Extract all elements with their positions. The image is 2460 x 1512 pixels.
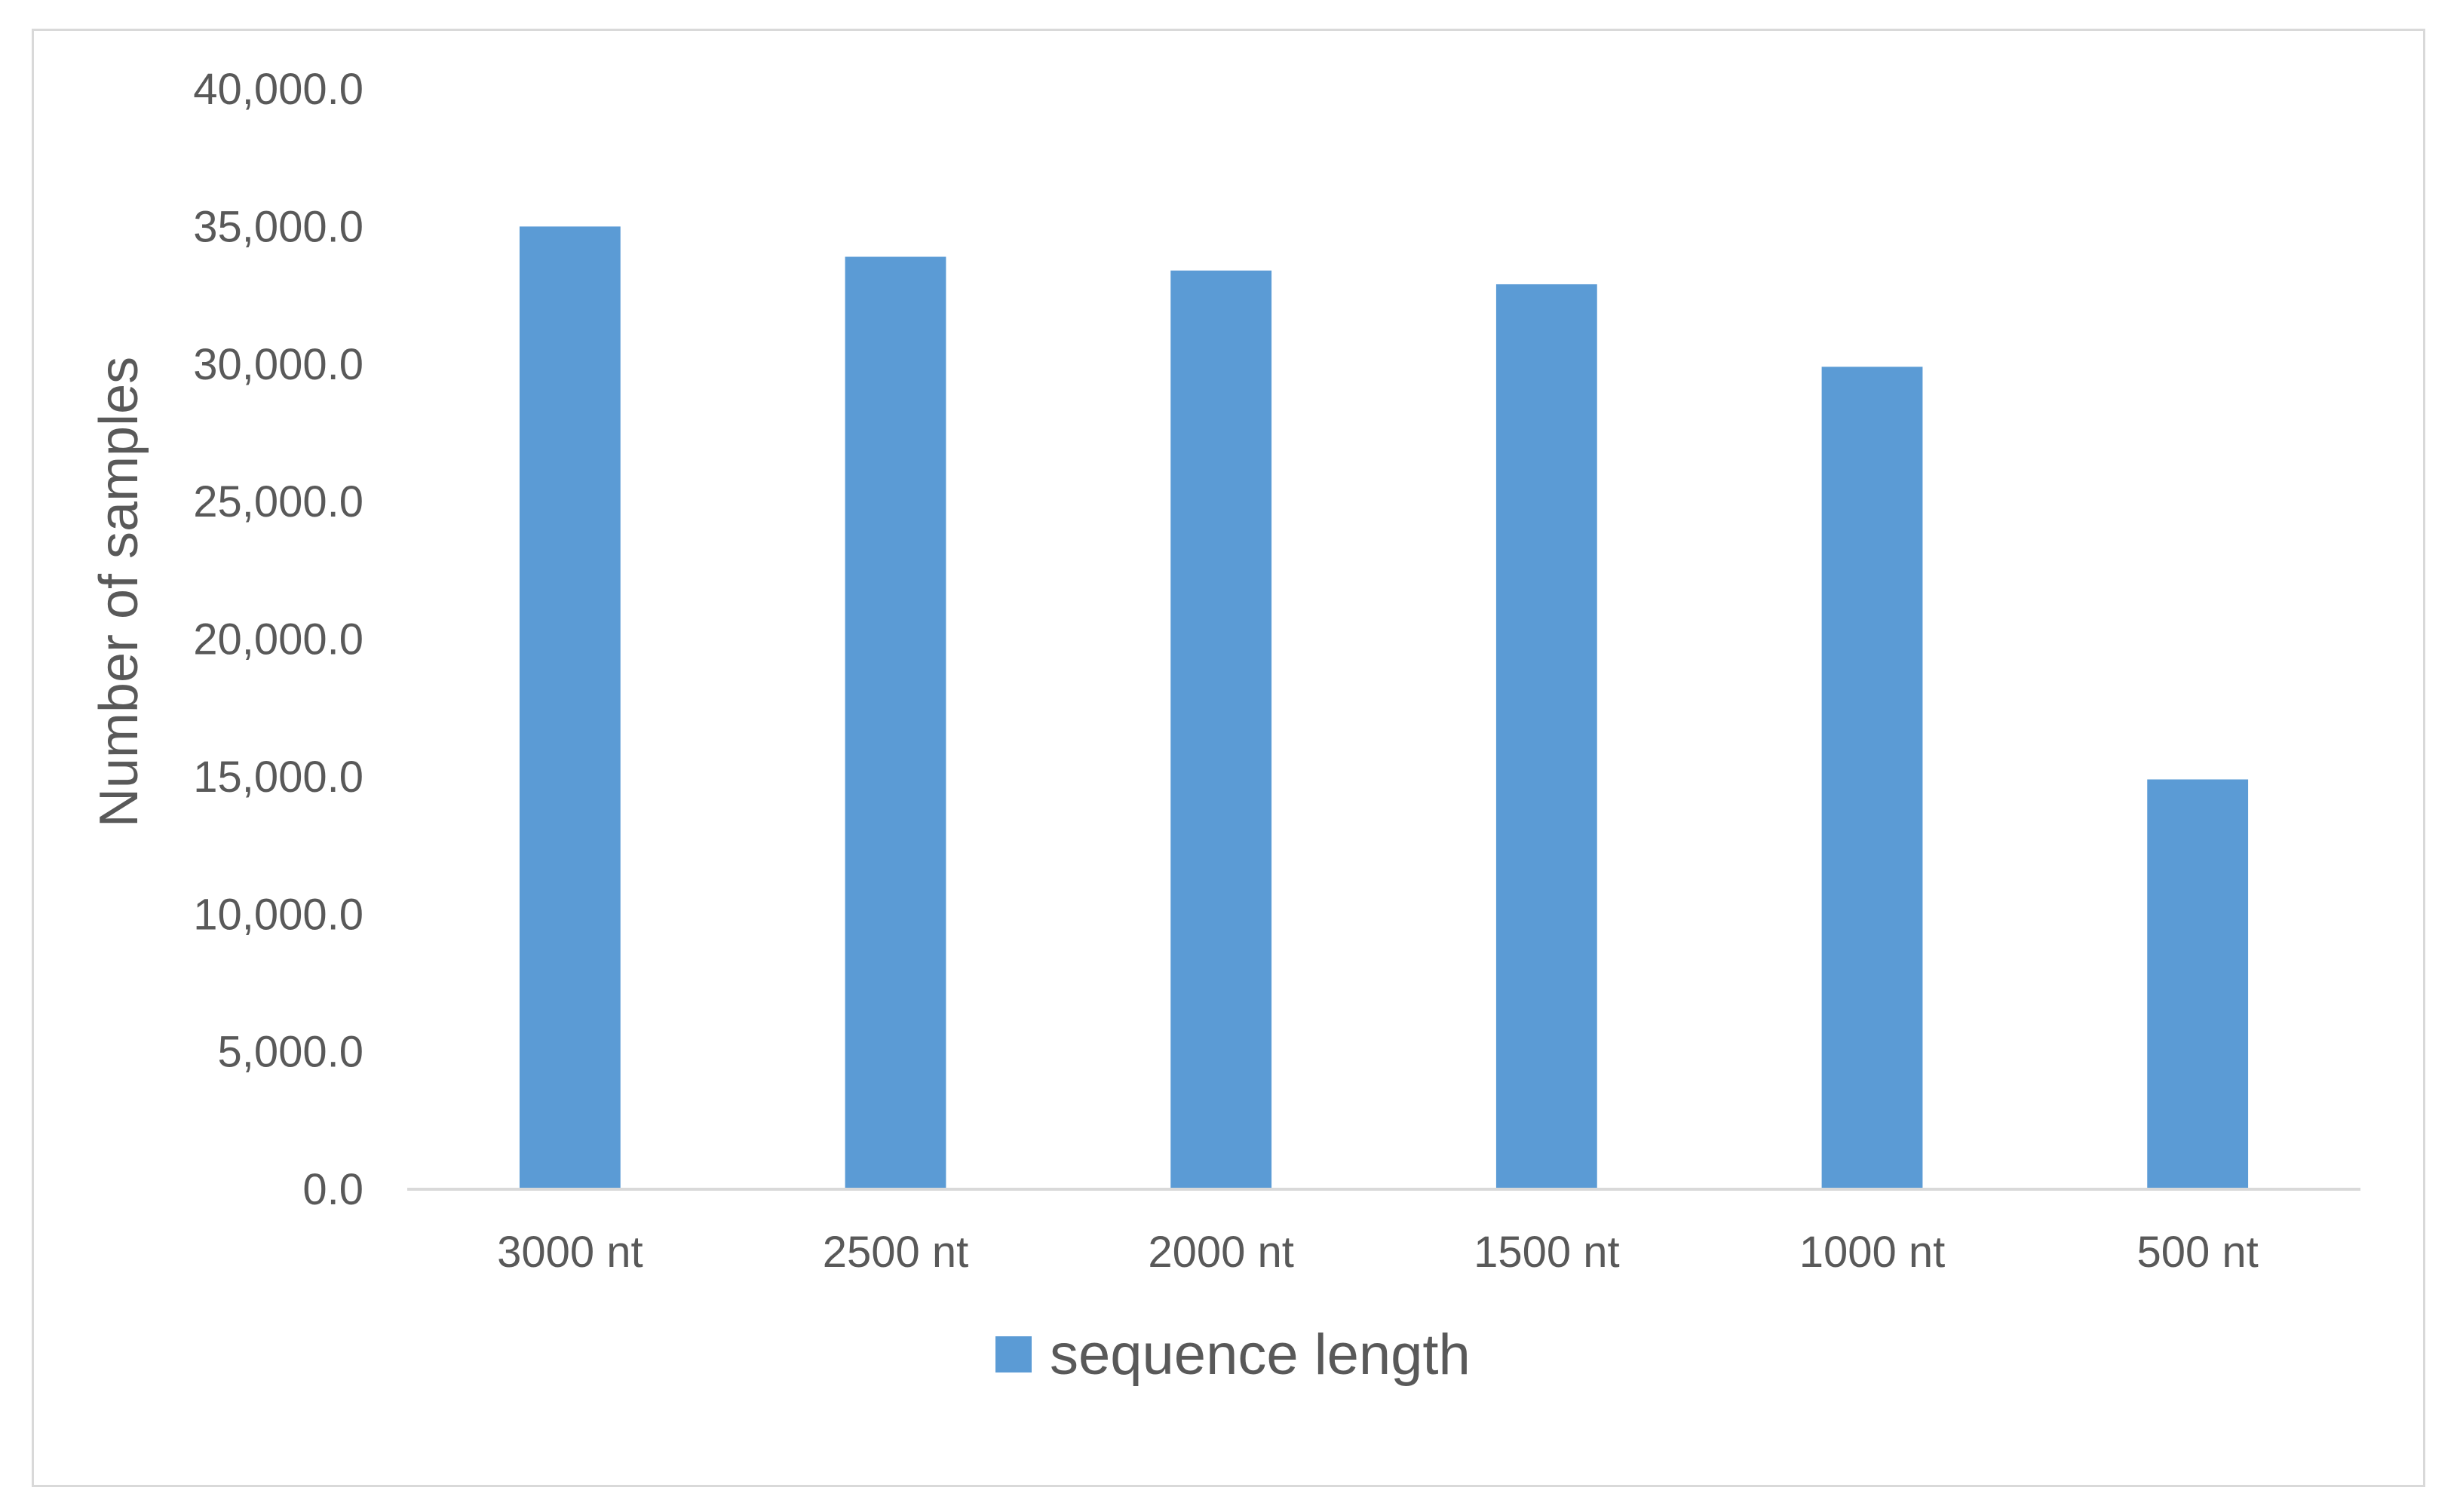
x-tick-label: 2000 nt [1148,1228,1294,1277]
y-tick-label: 15,000.0 [193,753,363,802]
bars [519,226,2249,1190]
bar [519,226,621,1189]
x-tick-label: 1000 nt [1799,1228,1946,1277]
y-tick-label: 25,000.0 [193,477,363,526]
y-axis-title: Number of samples [89,357,149,827]
bar [1821,366,1923,1190]
legend-label: sequence length [1050,1323,1471,1387]
y-axis-ticks: 0.0 5,000.0 10,000.0 15,000.0 20,000.0 25,000… [193,65,363,1214]
y-tick-label: 40,000.0 [193,65,363,114]
y-tick-label: 35,000.0 [193,202,363,251]
bar [1495,284,1597,1189]
x-tick-label: 500 nt [2137,1228,2259,1277]
bar [1170,270,1272,1189]
y-tick-label: 5,000.0 [217,1028,363,1077]
legend: sequence length [995,1323,1471,1387]
x-axis-ticks: 3000 nt 2500 nt 2000 nt 1500 nt 1000 nt 500 n… [497,1228,2259,1277]
y-tick-label: 30,000.0 [193,340,363,389]
y-axis-title-group: Number of samples [89,357,149,827]
bar [845,256,946,1189]
x-tick-label: 3000 nt [497,1228,643,1277]
legend-swatch [995,1336,1032,1372]
y-tick-label: 0.0 [302,1165,363,1214]
y-tick-label: 10,000.0 [193,890,363,939]
y-tick-label: 20,000.0 [193,615,363,664]
bar [2147,779,2249,1189]
x-tick-label: 1500 nt [1474,1228,1620,1277]
x-tick-label: 2500 nt [823,1228,969,1277]
